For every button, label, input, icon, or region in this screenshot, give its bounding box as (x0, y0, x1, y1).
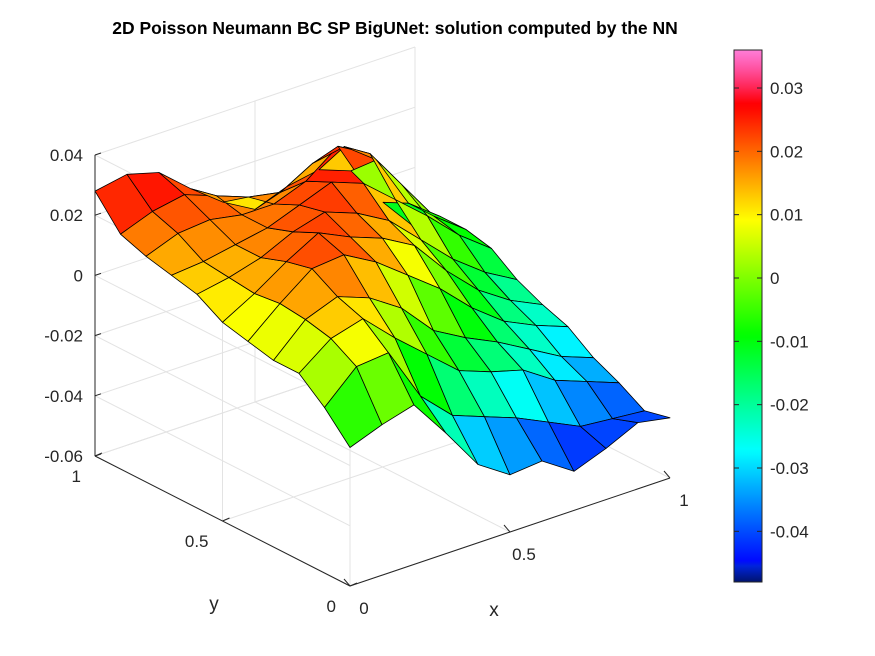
z-tick-label: -0.06 (44, 447, 83, 466)
y-tick-label: 0.5 (185, 532, 209, 551)
x-axis-label: x (489, 600, 499, 621)
colorbar-tick-label: -0.03 (770, 459, 809, 478)
y-tick (349, 582, 358, 587)
z-tick-label: 0 (74, 266, 83, 285)
x-tick-label: 0.5 (512, 545, 536, 564)
x-tick-label: 1 (679, 491, 688, 510)
colorbar-tick-label: -0.01 (770, 332, 809, 351)
x-tick (343, 578, 351, 587)
colorbar-tick-label: -0.04 (770, 522, 809, 541)
tick-labels: -0.06 -0.04 -0.02 0 0.02 0.04 0 0.5 1 0 0.5 1 x y (44, 146, 688, 621)
z-tick (94, 212, 102, 216)
colorbar-tick-label: 0.03 (770, 79, 803, 98)
y-tick-label: 1 (72, 467, 81, 486)
colorbar-tick-label: -0.02 (770, 396, 809, 415)
z-tick-label: -0.04 (44, 387, 83, 406)
y-tick (94, 452, 103, 457)
surface-patch (612, 410, 671, 424)
colorbar-tick-label: 0 (770, 269, 779, 288)
z-tick-label: 0.02 (50, 206, 83, 225)
colorbar-tick-label: 0.02 (770, 142, 803, 161)
colorbar-bar (733, 49, 763, 583)
z-tick-label: -0.02 (44, 327, 83, 346)
y-axis-label: y (209, 594, 219, 615)
x-tick-label: 0 (359, 599, 368, 618)
y-tick (222, 517, 230, 522)
z-tick-label: 0.04 (50, 146, 83, 165)
x-tick (663, 470, 671, 479)
x-tick (503, 524, 511, 533)
z-tick (94, 393, 102, 397)
colorbar: 0.03 0.02 0.01 0 -0.01 -0.02 -0.03 -0.04 (733, 49, 809, 583)
z-tick (94, 152, 102, 156)
surface-mesh (94, 145, 671, 476)
z-tick (94, 272, 102, 276)
colorbar-tick-label: 0.01 (770, 206, 803, 225)
y-tick-label: 0 (327, 597, 336, 616)
chart-title: 2D Poisson Neumann BC SP BigUNet: soluti… (112, 18, 678, 38)
z-tick (94, 333, 102, 337)
